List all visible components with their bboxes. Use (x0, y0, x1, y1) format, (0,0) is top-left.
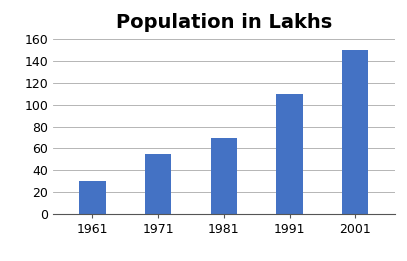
Bar (79, 181, 105, 214)
Title: Population in Lakhs: Population in Lakhs (116, 13, 332, 32)
Bar (276, 94, 303, 214)
Bar (145, 154, 171, 214)
Bar (211, 138, 237, 214)
Bar (342, 50, 368, 214)
